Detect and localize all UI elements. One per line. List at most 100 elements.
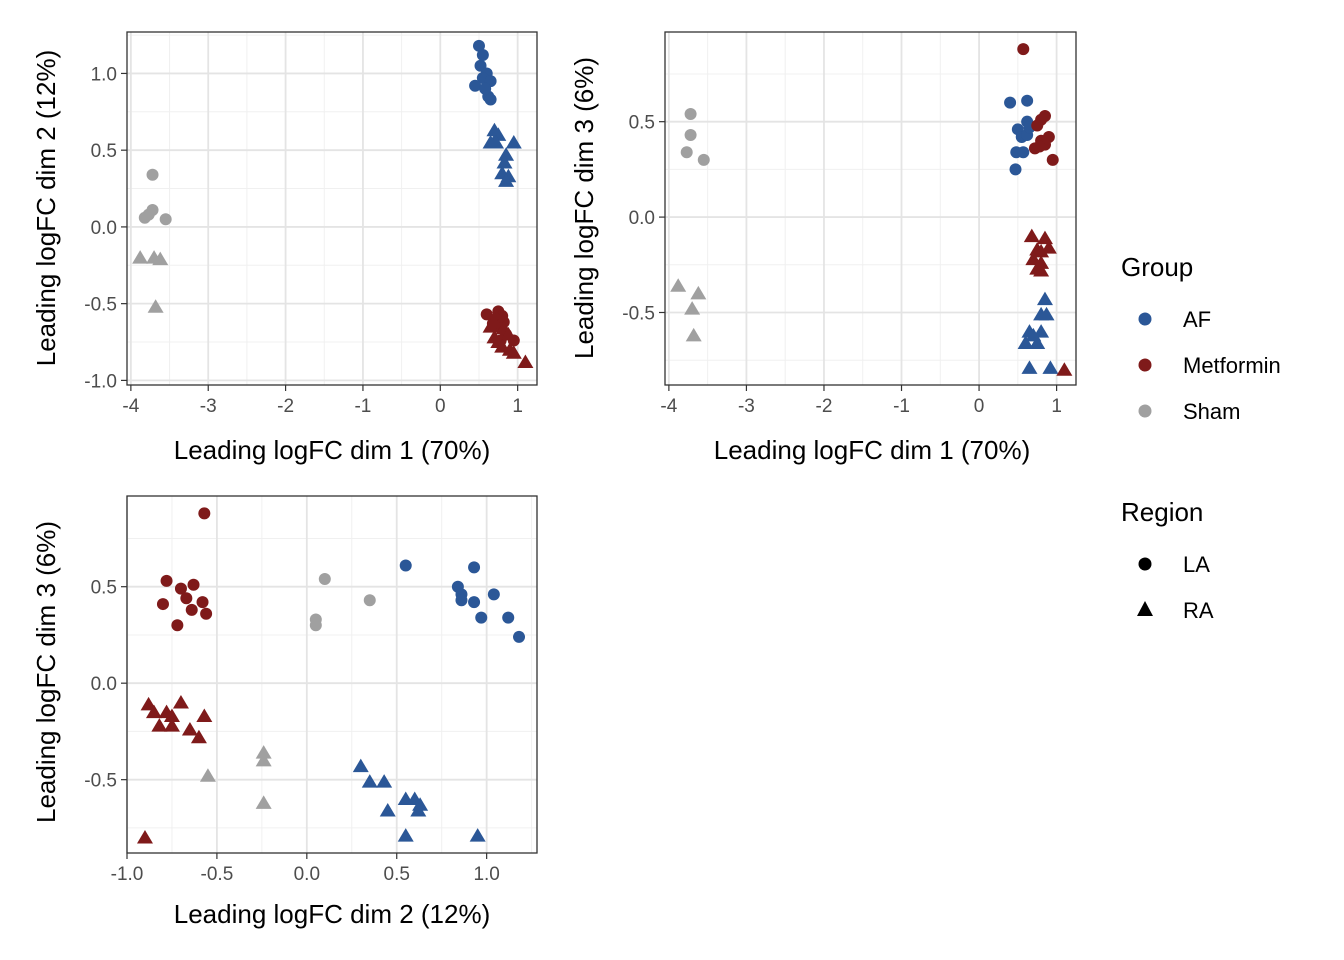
- point-metformin-ra: [172, 694, 189, 709]
- y-tick-label: -0.5: [622, 303, 655, 324]
- x-tick-label: 0.5: [384, 864, 410, 885]
- point-metformin-ra: [145, 704, 162, 719]
- point-af-la: [469, 79, 482, 92]
- point-af-la: [1017, 146, 1030, 159]
- legend-la-label: LA: [1183, 552, 1210, 577]
- point-metformin-la: [200, 607, 213, 620]
- scatter-panel-dim1-vs-dim3: -4 -3 -2 -1 0 1 -0.5 0.0 0.5 Leading logFC dim 1…: [569, 31, 1077, 465]
- point-af-ra: [397, 828, 414, 842]
- y-tick-label: 0.5: [91, 578, 117, 599]
- legend-sham-swatch: [1138, 404, 1152, 418]
- x-tick-label: -0.5: [201, 864, 234, 885]
- x-axis-title: Leading logFC dim 1 (70%): [714, 435, 1031, 465]
- point-sham-la: [138, 211, 151, 224]
- point-sham-ra: [199, 768, 216, 782]
- point-sham-la: [680, 146, 693, 159]
- x-tick-label: -1: [893, 396, 910, 417]
- point-metformin-ra: [1033, 263, 1050, 277]
- point-af-ra: [469, 828, 486, 842]
- point-af-la: [484, 93, 497, 106]
- point-af-ra: [361, 774, 378, 788]
- point-metformin-la: [156, 598, 169, 611]
- point-sham-la: [318, 572, 331, 585]
- point-af-la: [1021, 94, 1034, 107]
- point-sham-ra: [670, 278, 687, 292]
- point-metformin-ra: [1036, 230, 1053, 245]
- legend-group-title: Group: [1121, 252, 1193, 282]
- point-af-la: [399, 559, 412, 572]
- point-metformin-la: [1033, 140, 1046, 153]
- point-sham-la: [684, 108, 697, 121]
- point-sham-ra: [147, 299, 164, 313]
- point-metformin-la: [160, 574, 173, 587]
- point-metformin-la: [171, 619, 184, 632]
- y-tick-label: -1.0: [84, 371, 117, 392]
- point-af-la: [1004, 96, 1017, 109]
- x-tick-label: -4: [660, 396, 677, 417]
- point-af-ra: [410, 803, 427, 817]
- point-sham-la: [309, 619, 322, 632]
- legend-region-title: Region: [1121, 497, 1203, 527]
- point-metformin-la: [1017, 43, 1030, 56]
- point-sham-la: [697, 153, 710, 166]
- point-metformin-ra: [136, 830, 153, 844]
- x-tick-label: 1.0: [473, 864, 499, 885]
- point-sham-ra: [685, 327, 702, 342]
- point-af-ra: [379, 803, 396, 817]
- x-axis-title: Leading logFC dim 1 (70%): [174, 435, 491, 465]
- point-metformin-ra: [190, 729, 207, 744]
- point-metformin-ra: [505, 345, 522, 359]
- x-tick-label: 0: [435, 396, 446, 417]
- x-axis-title: Leading logFC dim 2 (12%): [174, 899, 491, 929]
- x-tick-label: 1: [512, 396, 523, 417]
- point-af-ra: [1029, 335, 1046, 350]
- y-tick-label: 0.0: [91, 218, 117, 239]
- x-tick-label: -2: [277, 396, 294, 417]
- legend-sham-label: Sham: [1183, 399, 1240, 424]
- point-metformin-la: [1031, 119, 1044, 132]
- y-tick-label: 0.0: [91, 674, 117, 695]
- point-metformin-la: [187, 578, 200, 591]
- point-af-la: [513, 630, 526, 643]
- point-sham-ra: [152, 251, 169, 266]
- point-sham-la: [146, 168, 159, 181]
- point-af-ra: [1036, 291, 1053, 306]
- x-tick-label: -3: [200, 396, 217, 417]
- y-tick-label: 1.0: [91, 64, 117, 85]
- point-af-ra: [1038, 306, 1055, 321]
- point-sham-ra: [255, 752, 272, 767]
- y-axis-title: Leading logFC dim 2 (12%): [31, 50, 61, 367]
- point-sham-la: [363, 594, 376, 607]
- point-af-ra: [498, 173, 515, 187]
- y-tick-label: 0.5: [91, 141, 117, 162]
- point-metformin-ra: [482, 319, 499, 333]
- point-metformin-ra: [181, 721, 198, 736]
- scatter-panel-dim2-vs-dim3: -1.0 -0.5 0.0 0.5 1.0 -0.5 0.0 0.5 Leading logF…: [31, 495, 538, 929]
- point-metformin-ra: [196, 708, 213, 722]
- y-tick-label: -0.5: [84, 295, 117, 316]
- point-sham-ra: [690, 285, 707, 300]
- point-af-la: [502, 611, 515, 624]
- point-sham-ra: [255, 745, 272, 759]
- x-tick-label: 0: [974, 396, 985, 417]
- point-af-ra: [1033, 324, 1050, 338]
- point-sham-ra: [132, 250, 149, 264]
- point-af-ra: [1017, 335, 1034, 350]
- point-sham-ra: [255, 795, 272, 809]
- legend-metformin-swatch: [1138, 358, 1152, 372]
- point-af-la: [476, 49, 489, 62]
- point-metformin-ra: [517, 354, 534, 368]
- point-metformin-ra: [151, 718, 168, 732]
- legend-la-swatch: [1138, 557, 1152, 571]
- point-af-ra: [496, 154, 513, 169]
- x-tick-label: 0.0: [294, 864, 320, 885]
- point-metformin-la: [185, 603, 198, 616]
- point-sham-la: [684, 129, 697, 142]
- x-tick-label: -1: [354, 396, 371, 417]
- point-metformin-ra: [1023, 228, 1040, 243]
- point-metformin-la: [196, 596, 209, 609]
- y-tick-label: -0.5: [84, 771, 117, 792]
- point-metformin-la: [180, 592, 193, 605]
- point-af-la: [487, 588, 500, 601]
